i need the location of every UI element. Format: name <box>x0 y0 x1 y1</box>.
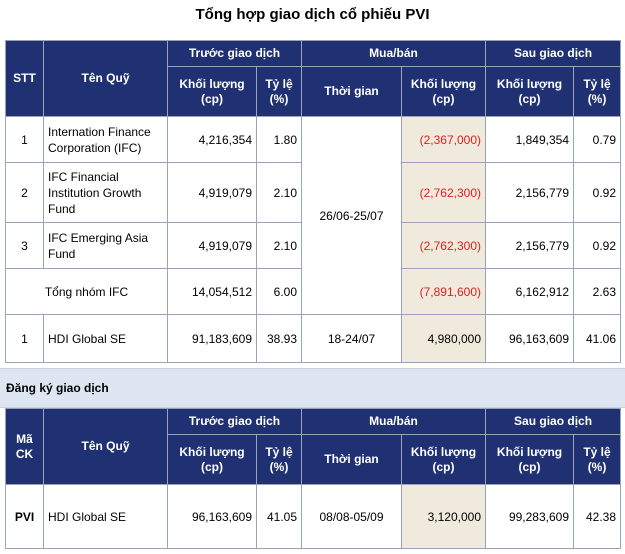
row-stt: 3 <box>5 222 44 269</box>
header-after-trade: Sau giao dịch <box>485 40 622 67</box>
header-volume: Khối lượng (cp) <box>167 66 257 117</box>
trade-volume: (2,762,300) <box>400 162 487 223</box>
pvi-trade-summary-table: STT Tên Quỹ Trước giao dịch Mua/bán Sau … <box>5 40 622 363</box>
stock-code: PVI <box>5 484 44 549</box>
after-volume: 2,156,779 <box>485 162 575 223</box>
header-buy-sell: Mua/bán <box>300 408 487 435</box>
header-ratio: Tỷ lệ (%) <box>573 434 622 485</box>
fund-name: IFC Emerging Asia Fund <box>43 222 168 269</box>
fund-name: IFC Financial Institution Growth Fund <box>43 162 168 223</box>
after-ratio: 0.92 <box>573 222 622 269</box>
before-ratio: 41.05 <box>256 484 302 549</box>
trade-period: 08/08-05/09 <box>301 484 402 549</box>
before-ratio: 1.80 <box>256 116 302 163</box>
after-volume: 99,283,609 <box>485 484 575 549</box>
header-volume: Khối lượng (cp) <box>485 434 575 485</box>
header-time: Thời gian <box>301 434 402 485</box>
before-volume: 14,054,512 <box>167 268 257 315</box>
header-fund-name: Tên Quỹ <box>43 408 168 485</box>
header-volume: Khối lượng (cp) <box>400 434 487 485</box>
table-row: 2 IFC Financial Institution Growth Fund … <box>5 162 622 223</box>
table-row: PVI HDI Global SE 96,163,609 41.05 08/08… <box>5 484 622 549</box>
after-ratio: 0.92 <box>573 162 622 223</box>
after-ratio: 42.38 <box>573 484 622 549</box>
before-volume: 4,216,354 <box>167 116 257 163</box>
header-volume: Khối lượng (cp) <box>485 66 575 117</box>
before-ratio: 38.93 <box>256 314 302 363</box>
total-label: Tổng nhóm IFC <box>5 268 168 315</box>
total-row: Tổng nhóm IFC 14,054,512 6.00 (7,891,600… <box>5 268 622 315</box>
before-ratio: 2.10 <box>256 162 302 223</box>
row-stt: 1 <box>5 116 44 163</box>
before-volume: 96,163,609 <box>167 484 257 549</box>
header-fund-name: Tên Quỹ <box>43 40 168 117</box>
trade-volume: (2,367,000) <box>400 116 487 163</box>
header-stock-code: Mã CK <box>5 408 44 485</box>
after-volume: 6,162,912 <box>485 268 575 315</box>
before-ratio: 2.10 <box>256 222 302 269</box>
table-row: 1 HDI Global SE 91,183,609 38.93 18-24/0… <box>5 314 622 363</box>
after-volume: 2,156,779 <box>485 222 575 269</box>
trade-volume: (7,891,600) <box>400 268 487 315</box>
after-ratio: 0.79 <box>573 116 622 163</box>
before-ratio: 6.00 <box>256 268 302 315</box>
trade-volume: (2,762,300) <box>400 222 487 269</box>
fund-name: Internation Finance Corporation (IFC) <box>43 116 168 163</box>
header-volume: Khối lượng (cp) <box>400 66 487 117</box>
after-ratio: 2.63 <box>573 268 622 315</box>
page-title: Tổng hợp giao dịch cổ phiếu PVI <box>195 6 430 23</box>
ifc-trade-period: 26/06-25/07 <box>301 116 402 315</box>
trade-volume: 4,980,000 <box>400 314 487 363</box>
row-stt: 1 <box>5 314 44 363</box>
fund-name: HDI Global SE <box>43 314 168 363</box>
table-row: 1 Internation Finance Corporation (IFC) … <box>5 116 622 315</box>
section-title: Đăng ký giao dịch <box>6 381 109 395</box>
before-volume: 91,183,609 <box>167 314 257 363</box>
header-volume: Khối lượng (cp) <box>167 434 257 485</box>
fund-name: HDI Global SE <box>43 484 168 549</box>
header-ratio: Tỷ lệ (%) <box>256 66 302 117</box>
trade-period: 18-24/07 <box>301 314 402 363</box>
after-ratio: 41.06 <box>573 314 622 363</box>
row-stt: 2 <box>5 162 44 223</box>
header-before-trade: Trước giao dịch <box>167 40 302 67</box>
section-header: Đăng ký giao dịch <box>0 368 625 408</box>
header-ratio: Tỷ lệ (%) <box>573 66 622 117</box>
before-volume: 4,919,079 <box>167 222 257 269</box>
header-ratio: Tỷ lệ (%) <box>256 434 302 485</box>
header-buy-sell: Mua/bán <box>300 40 487 67</box>
header-before-trade: Trước giao dịch <box>167 408 302 435</box>
header-stt: STT <box>5 40 44 117</box>
header-time: Thời gian <box>301 66 402 117</box>
trade-registration-table: Mã CK Tên Quỹ Trước giao dịch Mua/bán Sa… <box>5 408 622 549</box>
trade-volume: 3,120,000 <box>400 484 487 549</box>
header-after-trade: Sau giao dịch <box>485 408 622 435</box>
before-volume: 4,919,079 <box>167 162 257 223</box>
after-volume: 1,849,354 <box>485 116 575 163</box>
after-volume: 96,163,609 <box>485 314 575 363</box>
